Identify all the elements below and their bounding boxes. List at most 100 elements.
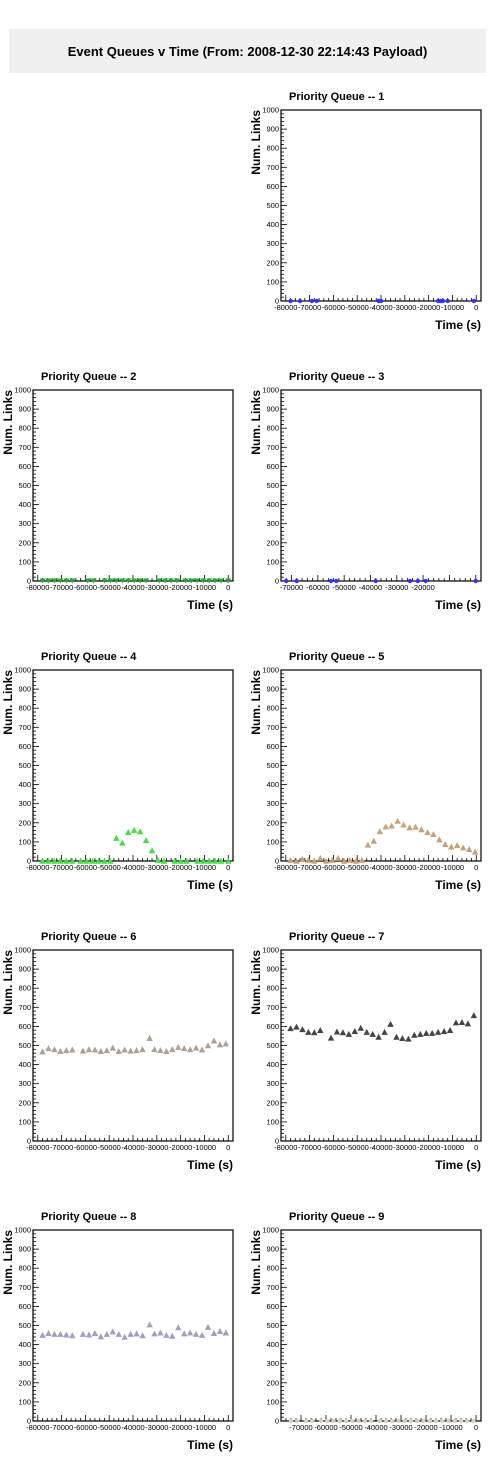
y-tick-label: 800 — [18, 1264, 31, 1273]
x-tick-label: -80000 — [26, 583, 49, 592]
x-tick-label: -10000 — [439, 1423, 462, 1432]
data-point — [337, 1418, 342, 1424]
y-tick-label: 600 — [266, 1022, 279, 1031]
y-tick-label: 200 — [266, 818, 279, 827]
data-point — [113, 834, 120, 841]
data-point — [293, 857, 300, 864]
x-axis-label: Time (s) — [435, 598, 481, 612]
y-tick-label: 200 — [18, 1378, 31, 1387]
data-point — [423, 1029, 430, 1036]
x-tick-label: -10000 — [441, 303, 464, 312]
data-point — [363, 1028, 370, 1035]
y-tick-label: 300 — [266, 799, 279, 808]
y-tick-label: 300 — [266, 239, 279, 248]
y-tick-label: 400 — [18, 780, 31, 789]
y-tick-label: 0 — [275, 857, 279, 866]
x-tick-label: -80000 — [274, 303, 297, 312]
data-point — [445, 298, 450, 304]
y-axis-label: Num. Links — [1, 670, 15, 735]
data-point — [418, 826, 425, 833]
x-tick-label: -20000 — [169, 1423, 192, 1432]
data-point — [125, 578, 132, 584]
chart-panel-7: Priority Queue -- 7 0 100 200 300 400 500 600 70… — [249, 931, 482, 1172]
data-point — [459, 844, 467, 851]
data-point — [45, 1329, 52, 1336]
y-tick-label: 1000 — [14, 666, 31, 675]
chart-title: Priority Queue -- 1 — [289, 91, 384, 103]
data-point — [225, 857, 232, 864]
data-point — [470, 1012, 478, 1019]
y-tick-label: 900 — [18, 405, 31, 414]
y-tick-label: 400 — [266, 780, 279, 789]
chart-title: Priority Queue -- 6 — [41, 931, 136, 943]
data-point — [377, 1418, 382, 1424]
chart-panel-6: Priority Queue -- 6 0 100 200 300 400 500 600 70… — [1, 931, 234, 1172]
data-point — [156, 578, 163, 584]
y-tick-label: 300 — [266, 519, 279, 528]
x-tick-label: -50000 — [346, 1143, 369, 1152]
y-tick-label: 300 — [18, 1079, 31, 1088]
data-point — [327, 1034, 335, 1041]
x-tick-label: -60000 — [74, 1143, 97, 1152]
y-tick-label: 900 — [266, 405, 279, 414]
data-point — [428, 1029, 436, 1036]
data-point — [396, 1418, 401, 1424]
data-point — [423, 578, 428, 584]
data-point — [452, 1418, 457, 1424]
data-point — [63, 1047, 70, 1054]
data-point — [51, 578, 58, 584]
x-tick-label: -50000 — [98, 583, 121, 592]
y-tick-label: 600 — [266, 462, 279, 471]
data-point — [133, 1330, 140, 1337]
data-point — [411, 1031, 418, 1038]
chart-title: Priority Queue -- 9 — [289, 1211, 384, 1223]
data-point — [216, 1041, 224, 1048]
y-tick-label: 200 — [18, 1098, 31, 1107]
x-tick-label: -70000 — [50, 1423, 73, 1432]
data-point — [211, 857, 219, 864]
data-point — [171, 857, 178, 864]
data-point — [351, 1027, 359, 1034]
data-point — [142, 837, 150, 844]
data-point — [57, 1330, 64, 1337]
data-point — [169, 1046, 176, 1053]
data-point — [133, 1047, 140, 1054]
x-axis-label: Time (s) — [435, 878, 481, 892]
y-tick-label: 800 — [18, 424, 31, 433]
data-point — [192, 1330, 200, 1337]
data-point — [434, 1028, 442, 1035]
y-tick-label: 100 — [266, 277, 279, 286]
data-point — [107, 857, 114, 864]
data-point — [85, 1046, 93, 1053]
data-point — [412, 823, 419, 830]
y-tick-label: 300 — [266, 1079, 279, 1088]
y-tick-label: 700 — [18, 443, 31, 452]
data-point — [442, 840, 449, 847]
data-point — [45, 857, 52, 864]
data-point — [115, 1330, 122, 1337]
y-tick-label: 500 — [266, 201, 279, 210]
y-tick-label: 700 — [18, 1283, 31, 1292]
y-tick-label: 0 — [275, 297, 279, 306]
data-point — [424, 829, 431, 836]
data-point — [63, 578, 70, 584]
y-tick-label: 800 — [18, 984, 31, 993]
data-point — [119, 578, 126, 584]
x-tick-label: -60000 — [74, 1423, 97, 1432]
y-tick-label: 100 — [18, 557, 31, 566]
data-point — [305, 1028, 312, 1035]
data-point — [91, 1046, 99, 1053]
chart-title: Priority Queue -- 7 — [289, 931, 384, 943]
data-point — [340, 857, 348, 864]
data-point — [130, 826, 138, 833]
y-tick-label: 500 — [18, 1041, 31, 1050]
y-tick-label: 400 — [18, 1340, 31, 1349]
x-tick-label: -20000 — [169, 863, 192, 872]
data-point — [287, 1025, 294, 1032]
data-point — [465, 1418, 470, 1424]
data-point — [399, 1035, 406, 1042]
x-tick-label: 0 — [474, 1143, 478, 1152]
plot-frame — [280, 389, 482, 582]
x-axis-label: Time (s) — [187, 1158, 233, 1172]
